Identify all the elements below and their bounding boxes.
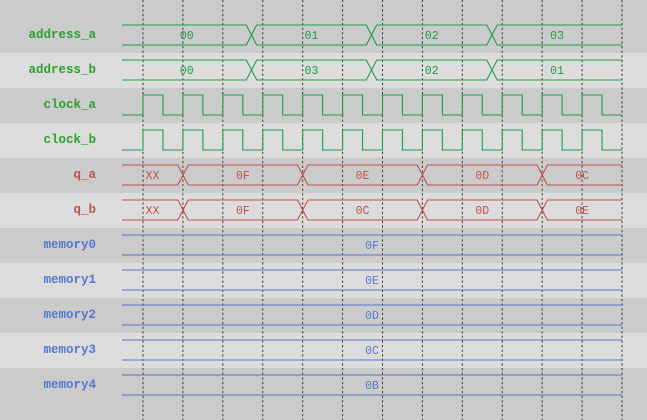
svg-text:XX: XX: [146, 170, 160, 183]
svg-text:0E: 0E: [356, 170, 370, 183]
svg-text:0D: 0D: [475, 170, 489, 183]
svg-text:03: 03: [550, 30, 564, 43]
svg-text:02: 02: [425, 65, 439, 78]
svg-text:0D: 0D: [475, 205, 489, 218]
svg-text:XX: XX: [146, 205, 160, 218]
svg-text:0F: 0F: [236, 170, 250, 183]
svg-text:01: 01: [550, 65, 564, 78]
svg-text:00: 00: [180, 30, 194, 43]
svg-text:0E: 0E: [575, 205, 589, 218]
svg-text:03: 03: [305, 65, 319, 78]
svg-text:01: 01: [305, 30, 319, 43]
svg-text:0C: 0C: [365, 345, 379, 358]
svg-text:0D: 0D: [365, 310, 379, 323]
svg-text:00: 00: [180, 65, 194, 78]
svg-text:0C: 0C: [356, 205, 370, 218]
svg-text:0B: 0B: [365, 380, 379, 393]
svg-text:02: 02: [425, 30, 439, 43]
svg-text:0F: 0F: [365, 240, 379, 253]
svg-text:0E: 0E: [365, 275, 379, 288]
svg-text:0C: 0C: [575, 170, 589, 183]
svg-text:0F: 0F: [236, 205, 250, 218]
